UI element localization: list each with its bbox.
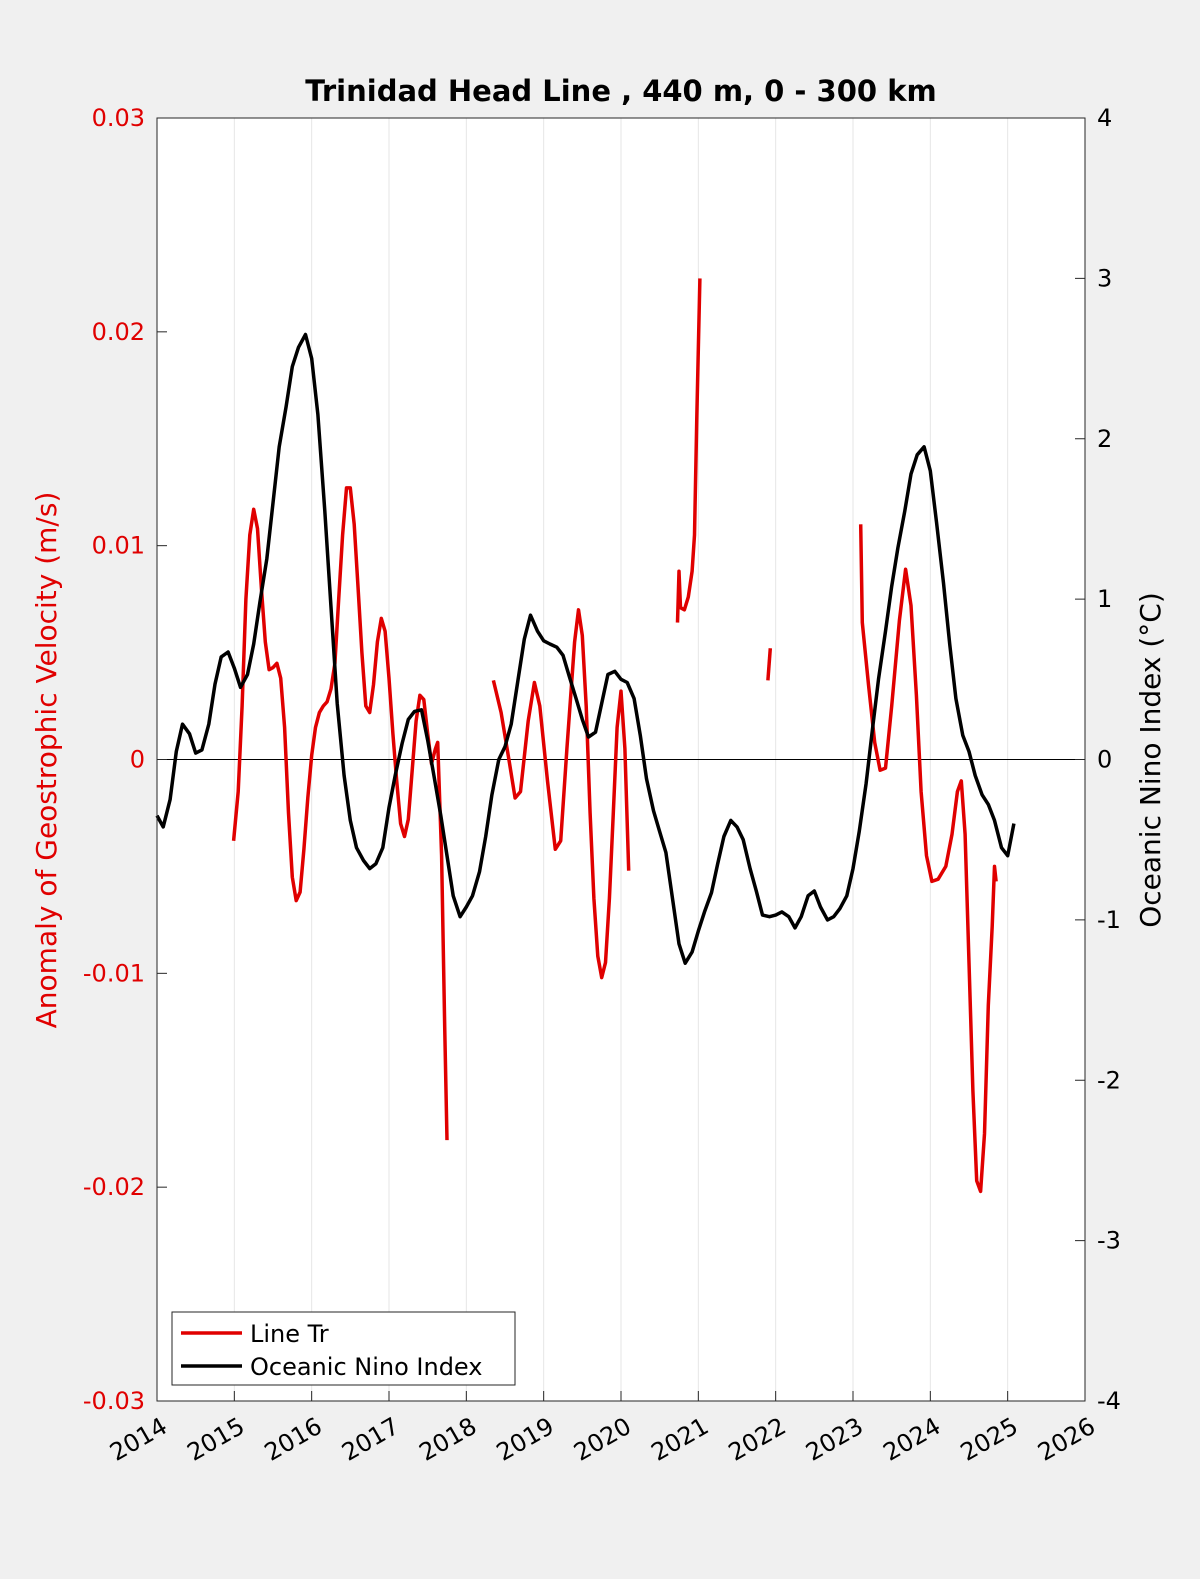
- y-right-tick-label: 1: [1097, 585, 1112, 613]
- y-axis-right-label: Oceanic Nino Index (°C): [1134, 592, 1167, 928]
- y-right-tick-label: 4: [1097, 104, 1112, 132]
- y-left-tick-label: 0.02: [92, 318, 145, 346]
- x-tick-label: 2017: [337, 1412, 404, 1467]
- y-left-tick-label: -0.01: [83, 959, 145, 987]
- legend-label-line-tr: Line Tr: [250, 1320, 329, 1348]
- y-right-tick-label: 0: [1097, 746, 1112, 774]
- x-tick-label: 2022: [724, 1412, 791, 1467]
- series-line-tr-segment: [231, 486, 449, 1141]
- y-right-tick-label: -2: [1097, 1066, 1121, 1094]
- series-line-tr-segment: [491, 608, 631, 980]
- legend-label-oni: Oceanic Nino Index: [250, 1353, 482, 1381]
- y-right-tick-label: -1: [1097, 906, 1121, 934]
- series-oni-segment: [155, 332, 1016, 965]
- x-tick-label: 2014: [105, 1412, 172, 1467]
- y-left-tick-label: 0.03: [92, 104, 145, 132]
- y-left-tick-label: 0.01: [92, 532, 145, 560]
- x-tick-label: 2020: [569, 1412, 636, 1467]
- x-tick-label: 2021: [646, 1412, 713, 1467]
- y-left-tick-label: -0.02: [83, 1173, 145, 1201]
- series-layer: [155, 278, 1016, 1194]
- x-tick-label: 2024: [878, 1412, 945, 1467]
- x-tick-label: 2018: [414, 1412, 481, 1467]
- x-tick-label: 2023: [801, 1412, 868, 1467]
- y-right-tick-label: 3: [1097, 264, 1112, 292]
- y-right-tick-label: 2: [1097, 425, 1112, 453]
- legend-box: [171, 1311, 516, 1386]
- x-tick-label: 2025: [956, 1412, 1023, 1467]
- series-line-tr-segment: [675, 278, 702, 623]
- series-line-tr-segment: [858, 524, 998, 1194]
- y-right-tick-label: -3: [1097, 1227, 1121, 1255]
- y-left-tick-label: 0: [130, 746, 145, 774]
- series-line-tr-segment: [766, 648, 773, 681]
- y-left-tick-label: -0.03: [83, 1387, 145, 1415]
- x-tick-label: 2019: [492, 1412, 559, 1467]
- chart-title: Trinidad Head Line , 440 m, 0 - 300 km: [305, 74, 936, 108]
- x-tick-label: 2016: [260, 1412, 327, 1467]
- y-right-tick-label: -4: [1097, 1387, 1121, 1415]
- legend: Line Tr Oceanic Nino Index: [171, 1311, 516, 1386]
- x-tick-label: 2026: [1033, 1412, 1100, 1467]
- y-axis-left-label: Anomaly of Geostrophic Velocity (m/s): [30, 492, 63, 1029]
- x-tick-label: 2015: [182, 1412, 249, 1467]
